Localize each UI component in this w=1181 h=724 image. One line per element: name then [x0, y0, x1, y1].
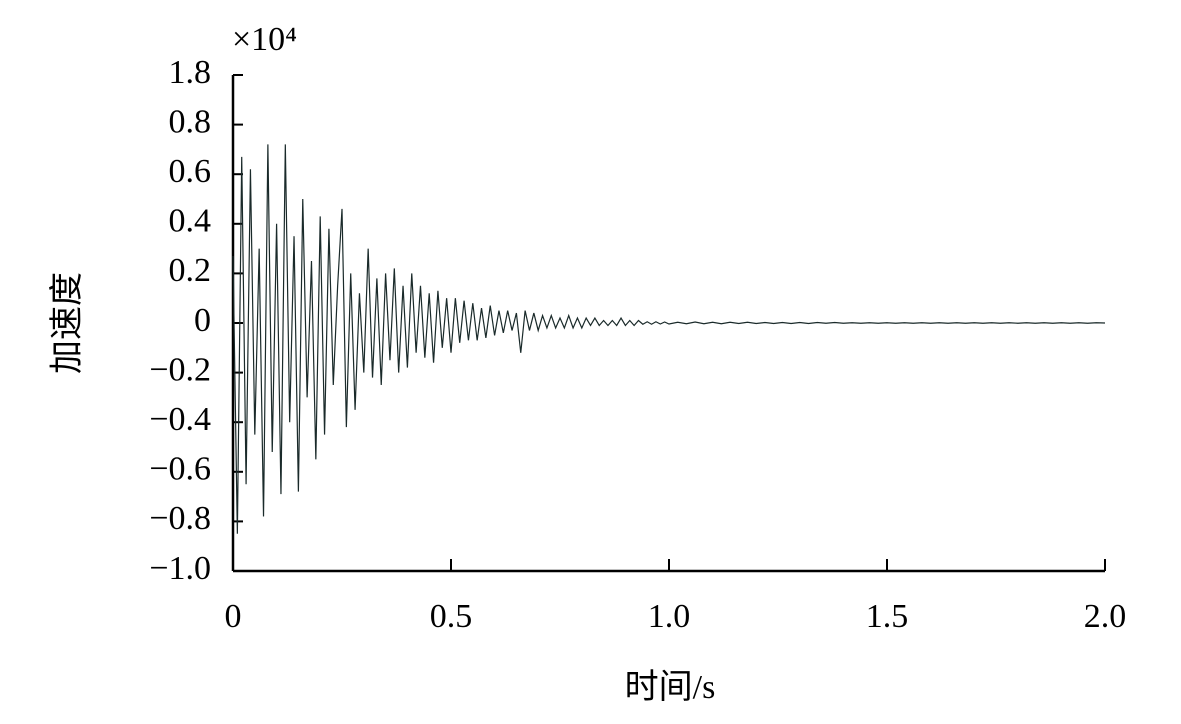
x-tick-label: 1.0	[648, 598, 691, 635]
y-tick-label: 0	[194, 302, 211, 339]
y-tick-label: −0.2	[149, 351, 211, 388]
y-tick-label: 0.4	[169, 203, 212, 240]
signal-line	[232, 144, 1106, 534]
y-tick-label: 0.2	[169, 252, 212, 289]
y-tick-label: 0.6	[169, 153, 212, 190]
x-tick-label: 1.5	[866, 598, 909, 635]
y-tick-label: −0.4	[149, 401, 211, 438]
y-tick-label: −1.0	[149, 550, 211, 587]
y-tick-label: −0.6	[149, 451, 211, 488]
x-tick-label: 0.5	[430, 598, 473, 635]
x-axis-label: 时间/s	[625, 669, 716, 706]
y-tick-label: 1.8	[169, 54, 212, 91]
y-tick-label: 0.8	[169, 103, 212, 140]
y-tick-label: −0.8	[149, 500, 211, 537]
y-axis-label: 加速度	[48, 272, 86, 374]
x-tick-label: 2.0	[1084, 598, 1127, 635]
y-multiplier: ×10⁴	[232, 21, 297, 58]
x-tick-label: 0	[225, 598, 242, 635]
